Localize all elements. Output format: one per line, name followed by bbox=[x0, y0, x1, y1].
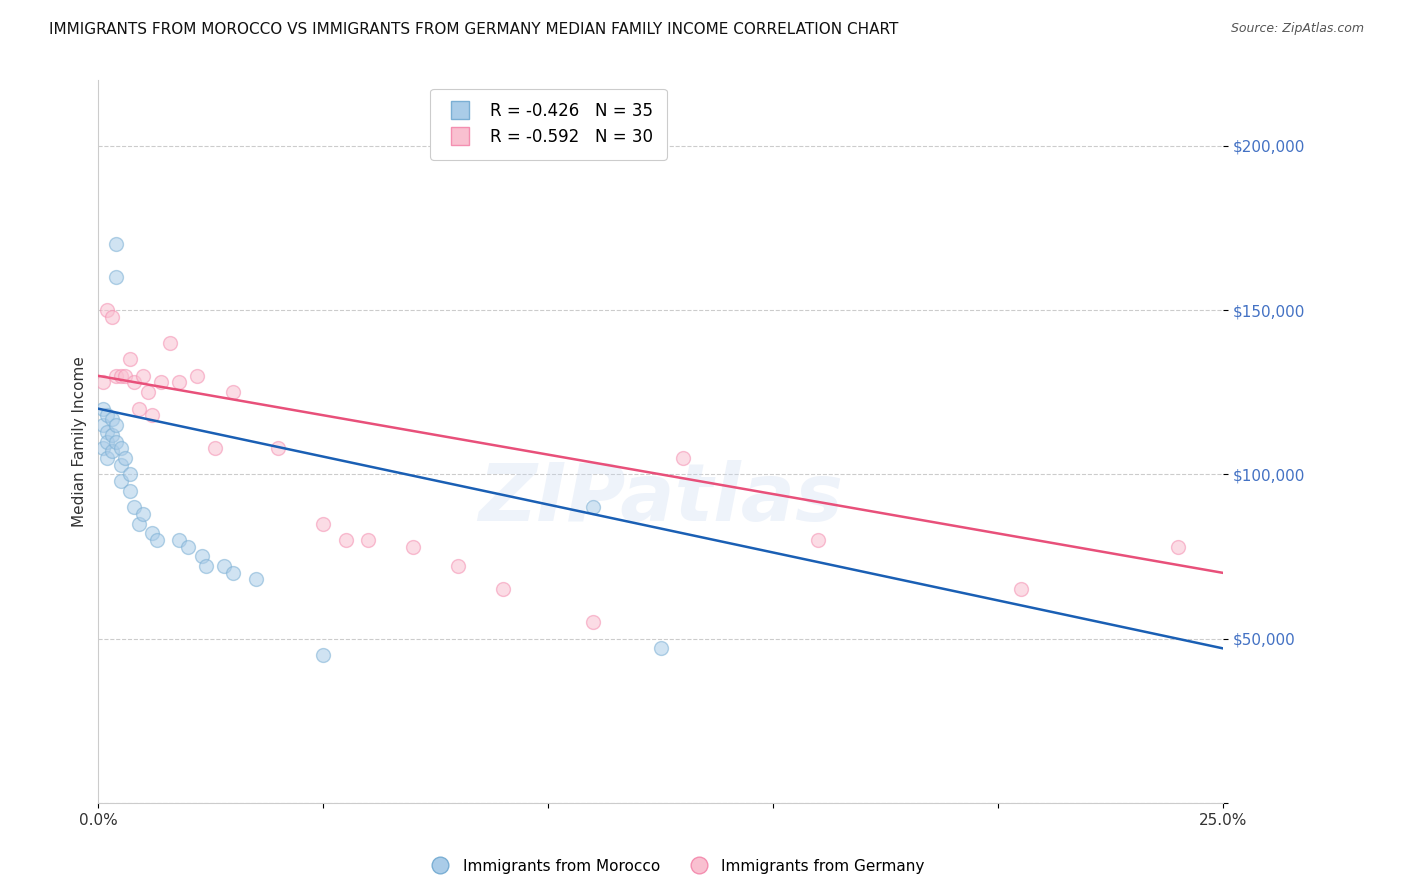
Point bbox=[105, 237, 128, 252]
Point bbox=[132, 368, 155, 383]
Point bbox=[91, 441, 114, 455]
Point bbox=[91, 418, 114, 433]
Point bbox=[267, 441, 290, 455]
Point bbox=[105, 368, 128, 383]
Point bbox=[447, 559, 470, 574]
Point bbox=[214, 559, 236, 574]
Point bbox=[96, 303, 118, 318]
Text: IMMIGRANTS FROM MOROCCO VS IMMIGRANTS FROM GERMANY MEDIAN FAMILY INCOME CORRELAT: IMMIGRANTS FROM MOROCCO VS IMMIGRANTS FR… bbox=[49, 22, 898, 37]
Point bbox=[128, 401, 150, 416]
Point bbox=[114, 368, 136, 383]
Point bbox=[169, 533, 191, 547]
Point bbox=[118, 467, 141, 482]
Point bbox=[672, 450, 695, 465]
Point bbox=[169, 376, 191, 390]
Point bbox=[492, 582, 515, 597]
Point bbox=[141, 526, 163, 541]
Point bbox=[312, 648, 335, 662]
Point bbox=[124, 500, 146, 515]
Point bbox=[136, 385, 159, 400]
Legend: R = -0.426   N = 35, R = -0.592   N = 30: R = -0.426 N = 35, R = -0.592 N = 30 bbox=[430, 88, 666, 160]
Point bbox=[402, 540, 425, 554]
Point bbox=[159, 336, 181, 351]
Point bbox=[110, 441, 132, 455]
Point bbox=[110, 458, 132, 472]
Point bbox=[222, 385, 245, 400]
Point bbox=[101, 411, 124, 425]
Point bbox=[186, 368, 208, 383]
Point bbox=[191, 549, 214, 564]
Point bbox=[105, 418, 128, 433]
Point bbox=[105, 270, 128, 285]
Point bbox=[110, 368, 132, 383]
Point bbox=[807, 533, 830, 547]
Point bbox=[101, 444, 124, 458]
Point bbox=[91, 401, 114, 416]
Point bbox=[177, 540, 200, 554]
Point bbox=[357, 533, 380, 547]
Point bbox=[150, 376, 173, 390]
Y-axis label: Median Family Income: Median Family Income bbox=[72, 356, 87, 527]
Point bbox=[1167, 540, 1189, 554]
Point bbox=[128, 516, 150, 531]
Point bbox=[96, 409, 118, 423]
Point bbox=[312, 516, 335, 531]
Point bbox=[204, 441, 226, 455]
Point bbox=[141, 409, 163, 423]
Point bbox=[96, 425, 118, 439]
Point bbox=[91, 376, 114, 390]
Point bbox=[118, 352, 141, 367]
Point bbox=[114, 450, 136, 465]
Point bbox=[146, 533, 169, 547]
Point bbox=[118, 483, 141, 498]
Point bbox=[124, 376, 146, 390]
Point bbox=[582, 500, 605, 515]
Point bbox=[101, 310, 124, 324]
Point bbox=[222, 566, 245, 580]
Point bbox=[101, 428, 124, 442]
Point bbox=[1010, 582, 1032, 597]
Point bbox=[96, 450, 118, 465]
Point bbox=[110, 474, 132, 488]
Point bbox=[245, 573, 267, 587]
Text: ZIPatlas: ZIPatlas bbox=[478, 460, 844, 539]
Point bbox=[132, 507, 155, 521]
Point bbox=[650, 641, 672, 656]
Point bbox=[335, 533, 357, 547]
Point bbox=[195, 559, 218, 574]
Legend: Immigrants from Morocco, Immigrants from Germany: Immigrants from Morocco, Immigrants from… bbox=[419, 853, 931, 880]
Point bbox=[582, 615, 605, 630]
Point bbox=[105, 434, 128, 449]
Point bbox=[96, 434, 118, 449]
Text: Source: ZipAtlas.com: Source: ZipAtlas.com bbox=[1230, 22, 1364, 36]
